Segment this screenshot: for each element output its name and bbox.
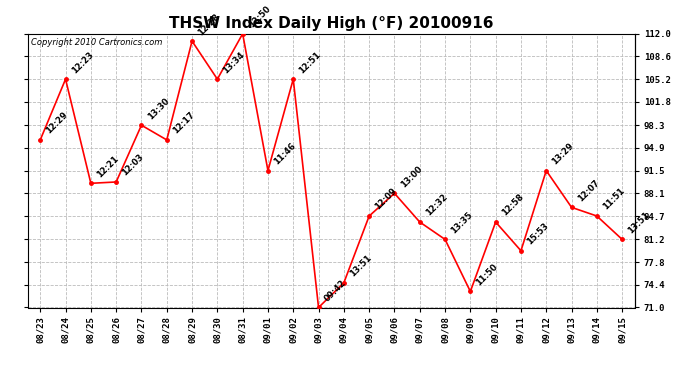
- Text: 15:53: 15:53: [525, 221, 551, 247]
- Text: 12:58: 12:58: [500, 193, 525, 218]
- Text: 12:28: 12:28: [196, 12, 221, 37]
- Text: 12:09: 12:09: [373, 187, 399, 212]
- Text: 12:32: 12:32: [424, 193, 449, 218]
- Text: 13:51: 13:51: [348, 254, 373, 279]
- Title: THSW Index Daily High (°F) 20100916: THSW Index Daily High (°F) 20100916: [169, 16, 493, 31]
- Text: 12:03: 12:03: [120, 153, 146, 178]
- Text: 11:51: 11:51: [601, 186, 627, 212]
- Text: 12:23: 12:23: [70, 50, 95, 75]
- Text: 11:50: 11:50: [475, 262, 500, 287]
- Text: 13:00: 13:00: [399, 164, 424, 189]
- Text: 13:35: 13:35: [449, 210, 475, 235]
- Text: 13:34: 13:34: [221, 50, 247, 75]
- Text: 12:50: 12:50: [247, 4, 272, 30]
- Text: Copyright 2010 Cartronics.com: Copyright 2010 Cartronics.com: [30, 38, 162, 47]
- Text: 11:46: 11:46: [272, 141, 297, 166]
- Text: 12:51: 12:51: [297, 50, 323, 75]
- Text: 13:30: 13:30: [146, 96, 170, 121]
- Text: 09:42: 09:42: [323, 278, 348, 303]
- Text: 13:51: 13:51: [627, 210, 651, 235]
- Text: 12:07: 12:07: [575, 178, 601, 203]
- Text: 13:29: 13:29: [551, 141, 575, 166]
- Text: 12:29: 12:29: [44, 111, 70, 136]
- Text: 12:21: 12:21: [95, 154, 120, 179]
- Text: 12:17: 12:17: [171, 111, 196, 136]
